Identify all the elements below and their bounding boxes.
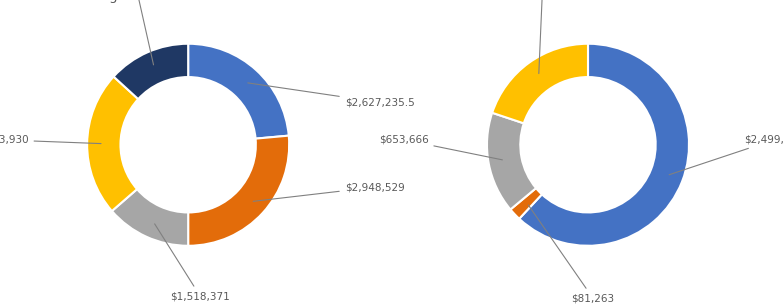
- Wedge shape: [492, 44, 588, 123]
- Text: $1,473,464: $1,473,464: [106, 0, 165, 65]
- Text: $653,666: $653,666: [379, 135, 503, 160]
- Wedge shape: [519, 44, 689, 246]
- Text: $2,499,507: $2,499,507: [670, 135, 784, 175]
- Wedge shape: [188, 44, 289, 139]
- Wedge shape: [114, 44, 188, 99]
- Text: $81,263: $81,263: [528, 205, 615, 303]
- Text: Average Balance Sheet 2017–2018: Average Balance Sheet 2017–2018: [71, 0, 305, 3]
- Wedge shape: [188, 136, 289, 246]
- Text: $2,583,930: $2,583,930: [0, 135, 101, 145]
- Text: $1,518,371: $1,518,371: [154, 224, 230, 301]
- Text: Income Statement 2018: Income Statement 2018: [507, 0, 669, 3]
- Wedge shape: [112, 189, 188, 246]
- Text: $802,265: $802,265: [517, 0, 568, 74]
- Text: $2,627,235.5: $2,627,235.5: [248, 83, 415, 107]
- Wedge shape: [87, 77, 138, 211]
- Wedge shape: [510, 188, 542, 219]
- Text: $2,948,529: $2,948,529: [253, 182, 405, 201]
- Wedge shape: [487, 113, 536, 209]
